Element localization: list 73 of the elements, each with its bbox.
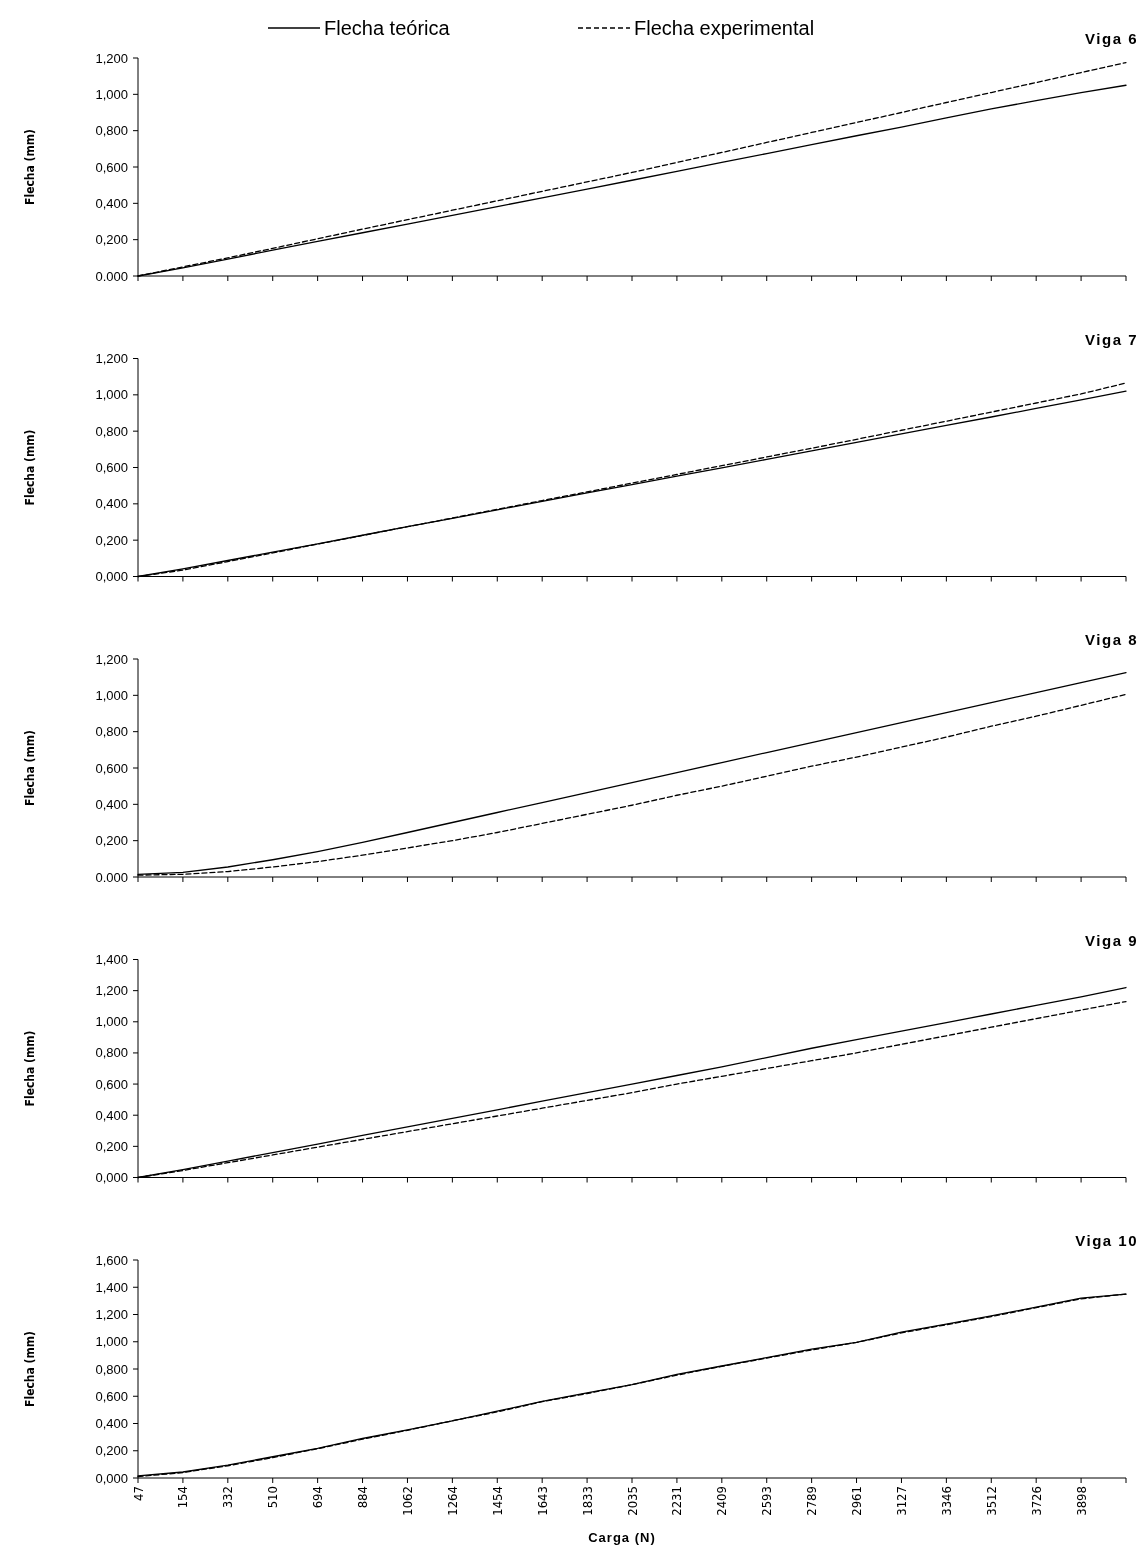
y-tick-label: 0,600 [95,1388,128,1404]
x-tick-label: 1454 [489,1486,505,1516]
y-tick-label: 0,200 [95,1443,128,1459]
x-tick-label: 47 [130,1486,146,1501]
chart-title: Viga 7 [1085,330,1138,348]
y-tick-label: 0,800 [95,123,128,139]
y-tick-label: 0,600 [95,460,128,476]
x-tick-label: 884 [355,1486,371,1509]
y-tick-label: 0,800 [95,724,128,740]
y-axis-title: Flecha (mm) [23,1030,37,1107]
x-tick-label: 3127 [894,1486,909,1516]
y-tick-label: 0,600 [95,760,128,776]
y-axis-title: Flecha (mm) [23,729,37,806]
y-tick-label: 0,000 [95,569,128,585]
y-tick-label: 0,200 [95,532,128,548]
y-axis-title: Flecha (mm) [23,429,37,506]
chart-title: Viga 10 [1075,1232,1138,1249]
x-tick-label: 3512 [983,1486,999,1516]
y-tick-label: 0,200 [95,1138,128,1154]
x-tick-label: 2593 [759,1486,775,1516]
chart-title: Viga 8 [1085,631,1138,648]
y-tick-label: 0,400 [95,796,128,812]
y-tick-label: 1,200 [95,983,128,999]
x-tick-label: 2231 [669,1486,685,1516]
x-tick-label: 332 [220,1486,236,1509]
x-tick-label: 2789 [804,1486,820,1516]
y-tick-label: 1,600 [95,1252,128,1268]
y-tick-label: 0,400 [95,1416,128,1432]
y-tick-label: 1,000 [95,387,128,403]
x-tick-label: 1643 [534,1486,550,1516]
y-tick-label: 0.000 [95,869,128,885]
y-tick-label: 1,000 [95,1334,128,1350]
x-tick-label: 1062 [400,1486,415,1516]
x-tick-label: 2961 [849,1486,865,1516]
x-tick-label: 3726 [1028,1486,1044,1516]
legend-label: Flecha experimental [634,17,815,39]
x-tick-label: 3898 [1073,1486,1089,1516]
y-tick-label: 1,000 [95,687,128,703]
chart-title: Viga 9 [1085,931,1138,949]
y-tick-label: 0,400 [95,496,128,512]
y-tick-label: 1,200 [95,651,128,667]
y-tick-label: 1,200 [95,50,128,66]
legend-label: Flecha teórica [324,17,451,39]
y-tick-label: 1,200 [95,1307,128,1323]
y-axis-title: Flecha (mm) [23,1330,37,1407]
x-tick-label: 1264 [444,1486,460,1516]
x-tick-label: 694 [310,1486,326,1509]
y-tick-label: 0,600 [95,159,128,175]
y-tick-label: 0,800 [95,423,128,439]
y-tick-label: 0,000 [95,1170,128,1186]
x-tick-label: 510 [265,1486,281,1509]
y-axis-title: Flecha (mm) [23,128,37,205]
y-tick-label: 0.000 [95,268,128,284]
y-tick-label: 1,000 [95,86,128,102]
y-tick-label: 0,800 [95,1045,128,1061]
x-tick-label: 2035 [624,1486,640,1516]
y-tick-label: 1,200 [95,351,128,367]
y-tick-label: 0,200 [95,833,128,849]
x-tick-label: 1833 [579,1486,595,1516]
y-tick-label: 0,800 [95,1361,128,1377]
y-tick-label: 1,400 [95,1279,128,1295]
y-tick-label: 1,000 [95,1014,128,1030]
y-tick-label: 0,000 [95,1470,128,1486]
y-tick-label: 0,400 [95,1107,128,1123]
x-tick-label: 2409 [714,1486,730,1516]
x-tick-label: 154 [175,1486,191,1509]
y-tick-label: 0,400 [95,195,128,211]
x-tick-label: 3346 [938,1486,954,1516]
y-tick-label: 0,600 [95,1076,128,1092]
y-tick-label: 0,200 [95,232,128,248]
x-axis-title: Carga (N) [588,1530,656,1545]
chart-title: Viga 6 [1085,30,1138,47]
y-tick-label: 1,400 [95,952,128,968]
